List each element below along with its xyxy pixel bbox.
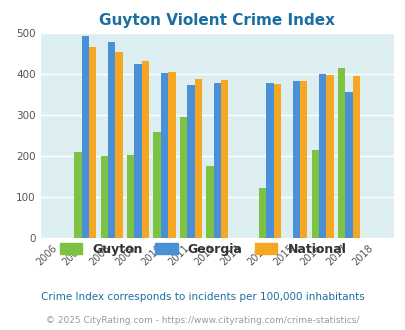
Bar	[318, 74, 326, 238]
Text: Crime Index corresponds to incidents per 100,000 inhabitants: Crime Index corresponds to incidents per…	[41, 292, 364, 302]
Text: © 2025 CityRating.com - https://www.cityrating.com/crime-statistics/: © 2025 CityRating.com - https://www.city…	[46, 316, 359, 325]
Bar	[292, 81, 299, 238]
Bar	[74, 152, 81, 238]
Bar	[220, 80, 228, 238]
Bar	[141, 61, 149, 238]
Bar	[299, 81, 307, 238]
Bar	[100, 156, 108, 238]
Bar	[160, 73, 168, 238]
Bar	[311, 150, 318, 238]
Bar	[352, 76, 359, 238]
Bar	[168, 72, 175, 238]
Bar	[266, 83, 273, 238]
Bar	[108, 42, 115, 238]
Bar	[345, 92, 352, 238]
Bar	[134, 64, 141, 238]
Bar	[337, 68, 345, 238]
Bar	[273, 84, 280, 238]
Bar	[89, 47, 96, 238]
Bar	[127, 155, 134, 238]
Bar	[258, 188, 266, 238]
Bar	[326, 75, 333, 238]
Bar	[187, 85, 194, 238]
Legend: Guyton, Georgia, National: Guyton, Georgia, National	[55, 238, 350, 261]
Bar	[179, 117, 187, 238]
Bar	[81, 36, 89, 238]
Bar	[153, 132, 160, 238]
Bar	[115, 52, 123, 238]
Bar	[206, 166, 213, 238]
Title: Guyton Violent Crime Index: Guyton Violent Crime Index	[99, 13, 335, 28]
Bar	[213, 82, 220, 238]
Bar	[194, 79, 201, 238]
